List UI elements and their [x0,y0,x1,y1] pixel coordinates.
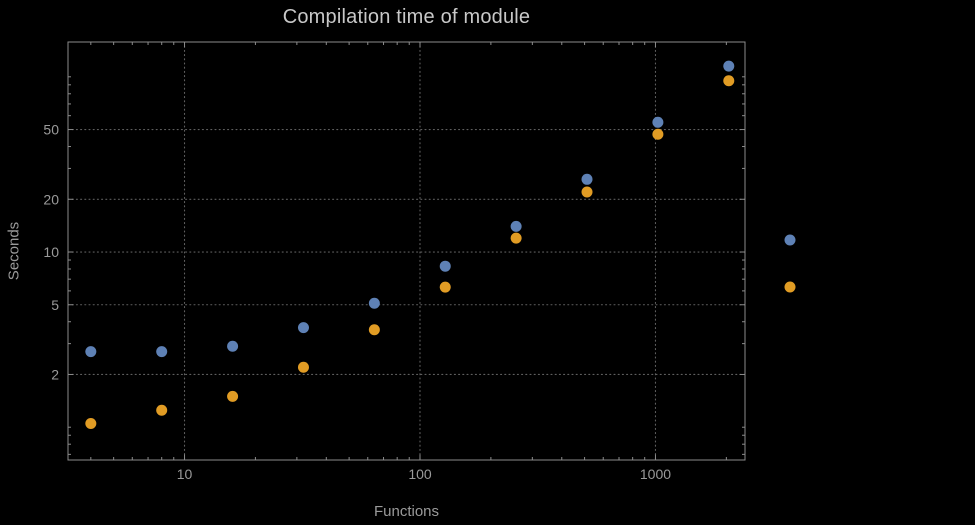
chart-title: Compilation time of module [282,6,531,28]
x-tick-label: 1000 [640,466,671,482]
data-point-series-blue [227,340,239,352]
data-point-series-orange [85,418,97,430]
data-point-series-orange [652,128,664,140]
data-point-series-blue [652,116,664,128]
data-point-series-orange [156,404,168,416]
y-tick-label: 2 [51,366,59,382]
y-tick-label: 20 [43,191,59,207]
x-axis-label: Functions [373,503,440,520]
data-point-series-blue [297,322,309,334]
x-tick-label: 10 [177,466,193,482]
data-point-series-orange [227,390,239,402]
data-point-series-blue [439,260,451,272]
data-point-series-orange [368,324,380,336]
data-point-series-orange [297,361,309,373]
data-point-series-orange [439,281,451,293]
data-point-series-blue [510,220,522,232]
data-point-series-blue [368,297,380,309]
data-point-series-orange [581,186,593,198]
x-tick-label: 100 [408,466,432,482]
plot-frame [67,41,746,461]
data-point-series-orange [723,75,735,87]
legend-marker-series-orange [784,281,796,293]
legend-marker-series-blue [784,234,796,246]
data-point-series-orange [510,232,522,244]
y-tick-label: 10 [43,244,59,260]
y-tick-label: 5 [51,297,59,313]
data-point-series-blue [581,173,593,185]
y-tick-label: 50 [43,122,59,138]
data-point-series-blue [156,346,168,358]
data-point-series-blue [85,346,97,358]
data-point-series-blue [723,60,735,72]
